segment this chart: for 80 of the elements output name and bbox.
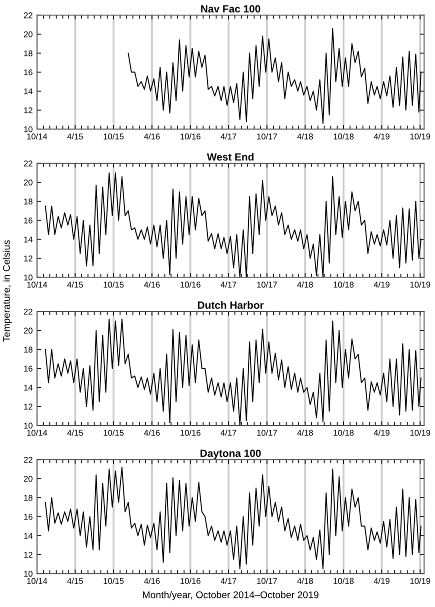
y-tick-label: 10 <box>24 274 32 280</box>
y-tick-label: 22 <box>24 308 32 315</box>
x-tick-label: 4/17 <box>220 430 236 436</box>
x-tick-label: 10/19 <box>410 578 430 584</box>
x-tick-label: 10/14 <box>27 430 48 436</box>
x-tick-label: 10/17 <box>257 281 277 288</box>
y-tick-label: 20 <box>24 31 32 38</box>
x-tick-label: 10/14 <box>27 281 48 288</box>
x-tick-label: 4/17 <box>220 133 236 140</box>
x-tick-label: 4/18 <box>297 281 313 288</box>
x-tick-label: 10/16 <box>180 281 200 288</box>
x-tick-label: 4/15 <box>67 578 83 584</box>
x-tick-label: 4/15 <box>67 133 83 140</box>
y-tick-label: 14 <box>24 384 33 390</box>
x-tick-label: 10/15 <box>104 430 124 436</box>
y-axis-title: Temperature, in Celsius <box>2 240 12 342</box>
y-tick-label: 20 <box>24 180 32 186</box>
x-tick-label: 10/15 <box>104 578 124 584</box>
x-tick-label: 10/19 <box>410 430 430 436</box>
y-tick-label: 14 <box>24 88 33 94</box>
x-tick-label: 10/19 <box>410 281 430 288</box>
x-tick-label: 4/16 <box>144 430 160 436</box>
y-tick-label: 16 <box>24 218 32 224</box>
x-tick-label: 10/19 <box>410 133 430 140</box>
x-tick-label: 4/15 <box>67 430 83 436</box>
chart-title: Daytona 100 <box>200 450 261 460</box>
chart-title: Nav Fac 100 <box>201 5 260 12</box>
line-series <box>44 466 422 570</box>
x-tick-label: 10/18 <box>334 281 354 288</box>
x-tick-label: 10/15 <box>104 281 124 288</box>
y-tick-label: 22 <box>24 456 32 463</box>
y-tick-label: 14 <box>24 236 33 242</box>
x-tick-label: 10/16 <box>180 578 200 584</box>
y-tick-label: 12 <box>24 107 32 114</box>
y-tick-label: 20 <box>24 328 32 334</box>
y-tick-label: 14 <box>24 532 33 539</box>
x-tick-label: 4/17 <box>220 578 236 584</box>
x-tick-label: 10/17 <box>257 430 277 436</box>
x-tick-label: 10/15 <box>104 133 124 140</box>
x-tick-label: 4/19 <box>374 281 390 288</box>
chart-title: Dutch Harbor <box>198 301 264 309</box>
x-tick-label: 10/17 <box>257 133 277 140</box>
x-tick-label: 4/19 <box>374 430 390 436</box>
x-tick-label: 4/15 <box>67 281 83 288</box>
y-tick-label: 18 <box>24 198 32 204</box>
chart-title: West End <box>206 153 254 161</box>
x-axis-title: Month/year, October 2014–October 2019 <box>142 591 318 600</box>
y-tick-label: 10 <box>24 126 32 132</box>
x-tick-label: 4/17 <box>220 281 236 288</box>
y-tick-label: 22 <box>24 12 32 18</box>
y-tick-label: 20 <box>24 476 32 482</box>
x-tick-label: 10/18 <box>334 133 354 140</box>
x-tick-label: 4/16 <box>144 281 160 288</box>
y-tick-label: 12 <box>24 404 32 410</box>
y-tick-label: 16 <box>24 366 32 372</box>
x-tick-label: 10/16 <box>180 430 200 436</box>
y-tick-label: 22 <box>24 160 32 166</box>
x-tick-label: 10/18 <box>334 578 354 584</box>
y-tick-label: 16 <box>24 514 32 520</box>
y-tick-label: 18 <box>24 494 32 501</box>
x-tick-label: 10/16 <box>180 133 200 140</box>
line-series <box>44 318 422 426</box>
y-tick-label: 18 <box>24 346 32 353</box>
x-tick-label: 10/17 <box>257 578 277 584</box>
y-tick-label: 18 <box>24 50 32 56</box>
x-tick-label: 4/16 <box>144 578 160 584</box>
y-tick-label: 10 <box>24 422 32 429</box>
x-tick-label: 10/18 <box>334 430 354 436</box>
x-tick-label: 10/14 <box>27 578 48 584</box>
x-tick-label: 4/19 <box>374 133 390 140</box>
y-tick-label: 16 <box>24 69 32 76</box>
x-tick-label: 4/18 <box>297 578 313 584</box>
x-tick-label: 4/18 <box>297 133 313 140</box>
y-tick-label: 12 <box>24 552 32 558</box>
x-tick-label: 10/14 <box>27 133 48 140</box>
x-tick-label: 4/18 <box>297 430 313 436</box>
x-tick-label: 4/16 <box>144 133 160 140</box>
x-tick-label: 4/19 <box>374 578 390 584</box>
y-tick-label: 10 <box>24 570 32 577</box>
y-tick-label: 12 <box>24 256 32 262</box>
